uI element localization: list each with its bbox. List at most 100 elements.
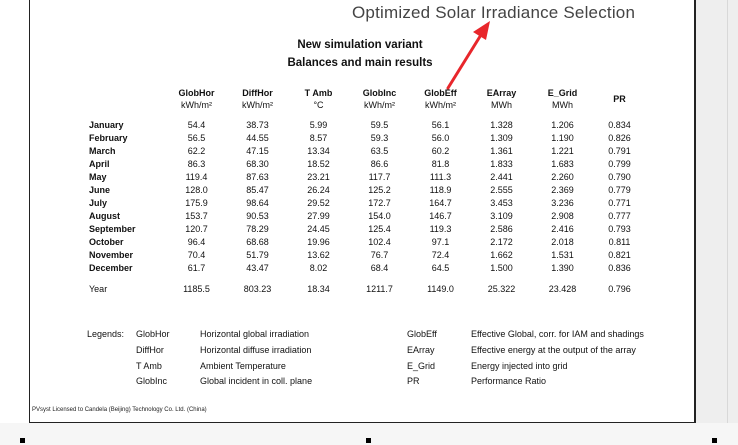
year-total-cell: 18.34: [307, 284, 330, 294]
table-cell: 1.531: [551, 250, 574, 260]
table-cell: 1.309: [490, 133, 513, 143]
table-row: October 96.4 68.68 19.96 102.4 97.1 2.172 2.018…: [85, 236, 646, 249]
table-cell: 76.7: [370, 250, 389, 260]
table-cell: 59.3: [370, 133, 389, 143]
table-cell: 1.833: [490, 159, 513, 169]
table-cell: 119.4: [185, 172, 208, 182]
page-border-right: [694, 0, 696, 423]
table-row: November 70.4 51.79 13.62 76.7 72.4 1.662 1.531…: [85, 249, 646, 262]
month-label: July: [89, 198, 108, 208]
table-cell: 153.7: [185, 211, 208, 221]
legend-description: Ambient Temperature: [200, 361, 286, 371]
annotation-text: Optimized Solar Irradiance Selection: [352, 3, 636, 22]
table-cell: 120.7: [185, 224, 208, 234]
table-cell: 2.555: [490, 185, 513, 195]
table-cell: 3.109: [490, 211, 513, 221]
table-cell: 19.96: [307, 237, 330, 247]
table-cell: 5.99: [309, 120, 328, 130]
table-cell: 56.1: [431, 120, 450, 130]
table-cell: 51.79: [246, 250, 269, 260]
month-label: April: [89, 159, 110, 169]
month-label: November: [89, 250, 134, 260]
table-cell: 1.206: [551, 120, 574, 130]
table-cell: 59.5: [370, 120, 389, 130]
viewer-side-divider: [727, 0, 728, 445]
table-row: January 54.4 38.73 5.99 59.5 56.1 1.328 1.206 0.…: [85, 119, 646, 132]
column-header-tamb: T Amb °C: [304, 88, 333, 110]
year-total-cell: 1149.0: [427, 284, 454, 294]
legend-description: Horizontal diffuse irradiation: [200, 345, 312, 355]
table-cell: 78.29: [246, 224, 269, 234]
table-row: September 120.7 78.29 24.45 125.4 119.3 2.586 2…: [85, 223, 646, 236]
legend-code: EArray: [407, 345, 435, 355]
table-cell: 172.7: [368, 198, 391, 208]
year-label: Year: [89, 284, 108, 294]
table-cell: 2.586: [490, 224, 513, 234]
table-cell: 60.2: [431, 146, 450, 156]
table-cell: 2.172: [490, 237, 513, 247]
table-cell: 0.826: [608, 133, 631, 143]
year-total-cell: 1185.5: [183, 284, 210, 294]
month-label: September: [89, 224, 136, 234]
legend-description: Global incident in coll. plane: [200, 376, 313, 386]
table-cell: 2.369: [551, 185, 574, 195]
table-cell: 86.3: [187, 159, 206, 169]
table-row: February 56.5 44.55 8.57 59.3 56.0 1.309 1.190 0…: [85, 132, 646, 145]
table-cell: 0.777: [608, 211, 631, 221]
table-cell: 1.500: [490, 263, 513, 273]
table-row: December 61.7 43.47 8.02 68.4 64.5 1.500 1.390 0…: [85, 262, 646, 275]
table-cell: 98.64: [246, 198, 269, 208]
legend-code: GlobInc: [136, 376, 168, 386]
legend-code: DiffHor: [136, 345, 164, 355]
month-label: December: [89, 263, 133, 273]
table-cell: 38.73: [246, 120, 269, 130]
table-cell: 146.7: [429, 211, 452, 221]
column-header-earray: EArray MWh: [486, 88, 517, 110]
table-cell: 0.791: [608, 146, 631, 156]
table-cell: 68.30: [246, 159, 269, 169]
resize-handle-bottom-right[interactable]: [712, 438, 717, 443]
table-cell: 13.34: [307, 146, 330, 156]
table-cell: 119.3: [429, 224, 452, 234]
legend-description: Effective Global, corr. for IAM and shad…: [471, 329, 644, 339]
table-cell: 29.52: [307, 198, 330, 208]
table-cell: 1.328: [490, 120, 513, 130]
table-cell: 1.190: [551, 133, 574, 143]
table-cell: 0.793: [608, 224, 631, 234]
table-cell: 97.1: [431, 237, 450, 247]
legend-description: Performance Ratio: [471, 376, 547, 386]
table-cell: 0.821: [608, 250, 631, 260]
table-cell: 0.834: [608, 120, 631, 130]
table-row: April 86.3 68.30 18.52 86.6 81.8 1.833 1.683 0.7…: [85, 158, 646, 171]
year-total-cell: 1211.7: [366, 284, 393, 294]
month-label: January: [89, 120, 124, 130]
document-title: New simulation variant: [297, 39, 423, 51]
table-cell: 68.4: [370, 263, 389, 273]
year-total-cell: 25.322: [487, 284, 516, 294]
table-cell: 128.0: [185, 185, 208, 195]
legend-code: PR: [407, 376, 420, 386]
table-cell: 2.441: [490, 172, 513, 182]
month-label: May: [89, 172, 107, 182]
table-cell: 13.62: [307, 250, 330, 260]
table-cell: 117.7: [368, 172, 391, 182]
year-total-cell: 803.23: [243, 284, 272, 294]
table-cell: 0.779: [608, 185, 631, 195]
table-row: March 62.2 47.15 13.34 63.5 60.2 1.361 1.221 0.7…: [85, 145, 646, 158]
table-cell: 2.908: [551, 211, 574, 221]
table-cell: 47.15: [246, 146, 269, 156]
table-row: July 175.9 98.64 29.52 172.7 164.7 3.453 3.236 0…: [85, 197, 646, 210]
license-footer: PVsyst Licensed to Candela (Beijing) Tec…: [32, 407, 207, 413]
table-cell: 87.63: [246, 172, 269, 182]
table-cell: 56.5: [187, 133, 206, 143]
column-header-egrid: E_Grid MWh: [547, 88, 578, 110]
table-cell: 2.416: [551, 224, 574, 234]
month-label: March: [89, 146, 116, 156]
viewer-bottom-margin: [0, 423, 738, 445]
column-header-pr: PR: [613, 94, 626, 104]
resize-handle-bottom-center[interactable]: [366, 438, 371, 443]
table-cell: 44.55: [246, 133, 269, 143]
table-row: June 128.0 85.47 26.24 125.2 118.9 2.555 2.369 0…: [85, 184, 646, 197]
table-cell: 175.9: [185, 198, 208, 208]
resize-handle-bottom-left[interactable]: [20, 438, 25, 443]
